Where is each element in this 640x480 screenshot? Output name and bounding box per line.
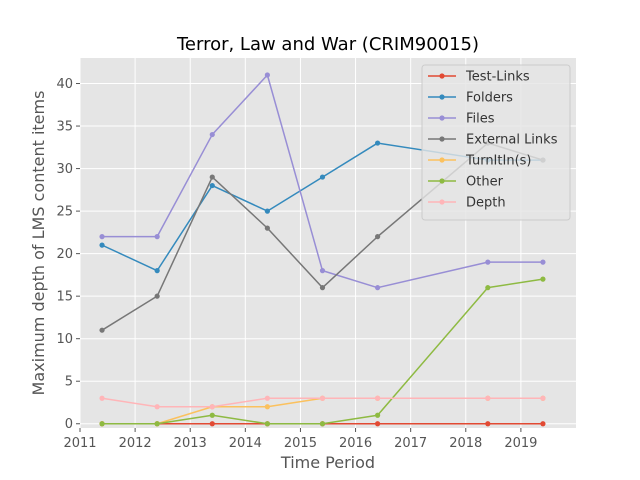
x-axis-ticks: 2011 2012 2013 2014 2015 2016 2017 2018 2019 <box>63 428 537 451</box>
data-point <box>264 208 270 214</box>
data-point <box>375 140 381 146</box>
legend-marker <box>439 178 445 184</box>
legend-marker <box>439 73 445 79</box>
data-point <box>99 395 105 401</box>
series-line <box>102 278 544 425</box>
data-point <box>375 412 381 418</box>
x-tick-label: 2012 <box>119 436 152 451</box>
legend-marker <box>439 136 445 142</box>
y-tick-label: 10 <box>56 332 73 347</box>
legend-entry: TurnItIn(s) <box>428 154 531 169</box>
data-point <box>209 412 215 418</box>
data-point <box>209 421 215 427</box>
data-point <box>375 395 381 401</box>
data-point <box>154 421 160 427</box>
data-point <box>540 421 546 427</box>
x-tick-label: 2017 <box>394 436 427 451</box>
data-point <box>485 421 491 427</box>
x-tick-label: 2011 <box>63 436 96 451</box>
series-line <box>102 74 543 289</box>
y-tick-label: 25 <box>56 205 73 220</box>
data-point <box>99 242 105 248</box>
data-point <box>540 395 546 401</box>
data-point <box>209 182 215 189</box>
chart-title: Terror, Law and War (CRIM90015) <box>176 34 479 55</box>
data-point <box>540 259 546 265</box>
legend-entry: External Links <box>428 133 558 148</box>
series-line <box>101 397 543 408</box>
data-point <box>154 268 160 274</box>
legend-entry: Other <box>428 175 504 190</box>
legend-marker <box>439 157 445 163</box>
y-axis-ticks: 0 5 10 15 20 25 30 35 40 <box>56 77 80 432</box>
legend-label: Folders <box>466 91 513 106</box>
legend-marker <box>439 94 445 100</box>
y-tick-label: 20 <box>56 247 73 262</box>
x-tick-label: 2015 <box>284 436 317 451</box>
legend-entry: Folders <box>428 91 513 106</box>
data-point <box>485 285 491 291</box>
data-point <box>264 404 270 410</box>
legend-label: Files <box>466 112 495 127</box>
legend-marker <box>439 115 445 121</box>
legend: Test-Links Folders Files External Links Turn… <box>421 64 571 221</box>
x-axis-label: Time Period <box>280 453 375 472</box>
data-point <box>209 404 215 410</box>
data-point <box>319 395 326 401</box>
data-point <box>319 421 326 427</box>
legend-box <box>421 64 571 221</box>
x-tick-label: 2016 <box>339 436 372 451</box>
legend-label: External Links <box>466 133 558 148</box>
data-point <box>99 234 105 240</box>
x-tick-label: 2018 <box>449 436 482 451</box>
data-point <box>154 293 160 299</box>
data-point <box>99 327 105 333</box>
x-tick-label: 2019 <box>504 436 537 451</box>
data-point <box>485 259 491 265</box>
data-point <box>375 421 381 427</box>
data-point <box>209 131 215 138</box>
y-tick-label: 5 <box>65 375 73 390</box>
y-tick-label: 0 <box>65 417 73 432</box>
legend-label: Test-Links <box>465 70 530 85</box>
x-tick-label: 2013 <box>174 436 207 451</box>
series-files <box>99 72 546 291</box>
data-point <box>485 395 491 401</box>
data-point <box>319 174 326 180</box>
data-point <box>319 268 326 274</box>
y-axis-label: Maximum depth of LMS content items <box>29 91 48 396</box>
legend-label: TurnItIn(s) <box>465 154 531 169</box>
y-tick-label: 15 <box>56 290 73 305</box>
data-point <box>99 421 105 427</box>
legend-label: Other <box>466 175 504 190</box>
x-tick-label: 2014 <box>229 436 262 451</box>
data-point <box>154 234 160 240</box>
data-point <box>319 285 326 291</box>
data-point <box>375 234 381 240</box>
legend-entry: Test-Links <box>428 70 530 85</box>
legend-entry: Files <box>428 112 495 127</box>
legend-marker <box>439 199 445 205</box>
y-tick-label: 35 <box>56 120 73 135</box>
y-tick-label: 30 <box>56 162 73 177</box>
series-other <box>99 276 546 427</box>
data-point <box>154 404 160 410</box>
data-point <box>264 421 270 427</box>
data-point <box>264 395 270 401</box>
legend-entry: Depth <box>428 196 506 211</box>
y-tick-label: 40 <box>56 77 73 92</box>
data-point <box>540 276 546 282</box>
data-point <box>209 174 215 180</box>
data-point <box>264 225 270 231</box>
data-point <box>375 285 381 291</box>
series-depth <box>99 395 546 410</box>
legend-label: Depth <box>466 196 506 211</box>
data-point <box>264 72 270 78</box>
